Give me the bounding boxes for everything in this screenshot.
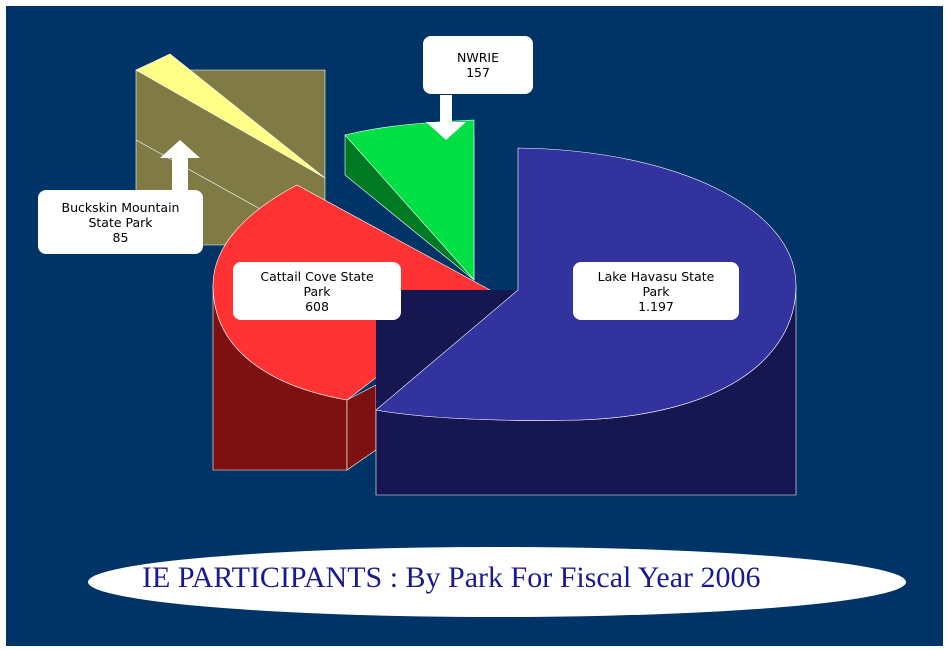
arrow-buckskin	[160, 140, 200, 190]
callout-nwrie-label: NWRIE	[457, 50, 499, 65]
callout-lake-havasu: Lake Havasu State Park 1.197	[573, 262, 739, 320]
slice-top-nwrie	[344, 119, 475, 281]
arrow-nwrie	[426, 95, 466, 140]
callout-buckskin: Buckskin Mountain State Park 85	[38, 190, 203, 254]
callout-buckskin-label-1: Buckskin Mountain	[61, 199, 180, 215]
callout-buckskin-label-2: State Park	[88, 214, 153, 230]
callout-nwrie: NWRIE 157	[423, 36, 533, 94]
callout-cattail: Cattail Cove State Park 608	[233, 262, 401, 320]
slice-top-buckskin	[135, 53, 326, 179]
slice-side-cattail-cut	[346, 384, 377, 471]
pie-slice-nwrie	[344, 119, 475, 281]
callout-cattail-value: 608	[305, 298, 329, 314]
callout-buckskin-value: 85	[112, 229, 129, 245]
callout-cattail-label-1: Cattail Cove State	[260, 268, 374, 284]
chart-title-banner: IE PARTICIPANTS : By Park For Fiscal Yea…	[88, 547, 906, 617]
callout-lake-havasu-label-2: Park	[642, 283, 670, 299]
callout-nwrie-value: 157	[466, 65, 490, 80]
callout-lake-havasu-label-1: Lake Havasu State	[597, 268, 715, 284]
callout-lake-havasu-value: 1.197	[638, 298, 674, 314]
chart-title: IE PARTICIPANTS : By Park For Fiscal Yea…	[142, 561, 761, 594]
callout-cattail-label-2: Park	[303, 283, 331, 299]
